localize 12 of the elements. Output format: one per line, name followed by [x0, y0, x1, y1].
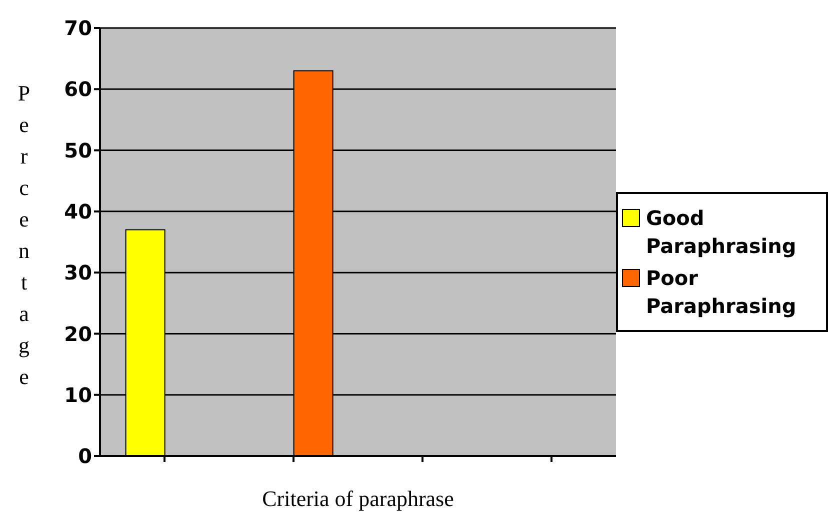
legend-label: Good Paraphrasing [646, 205, 798, 260]
y-tick-label: 30 [64, 260, 92, 285]
y-tick-label: 60 [64, 77, 92, 102]
x-axis-title: Criteria of paraphrase [262, 486, 454, 511]
legend-label: Poor Paraphrasing [646, 265, 798, 320]
text: Percentage [18, 80, 30, 389]
y-tick-label: 20 [64, 322, 92, 346]
y-tick-label: 70 [64, 16, 92, 40]
y-tick-label: 10 [64, 382, 92, 407]
y-tick-label: 40 [64, 200, 92, 224]
y-tick-label: 0 [78, 444, 92, 468]
y-tick-label: 50 [64, 138, 92, 162]
